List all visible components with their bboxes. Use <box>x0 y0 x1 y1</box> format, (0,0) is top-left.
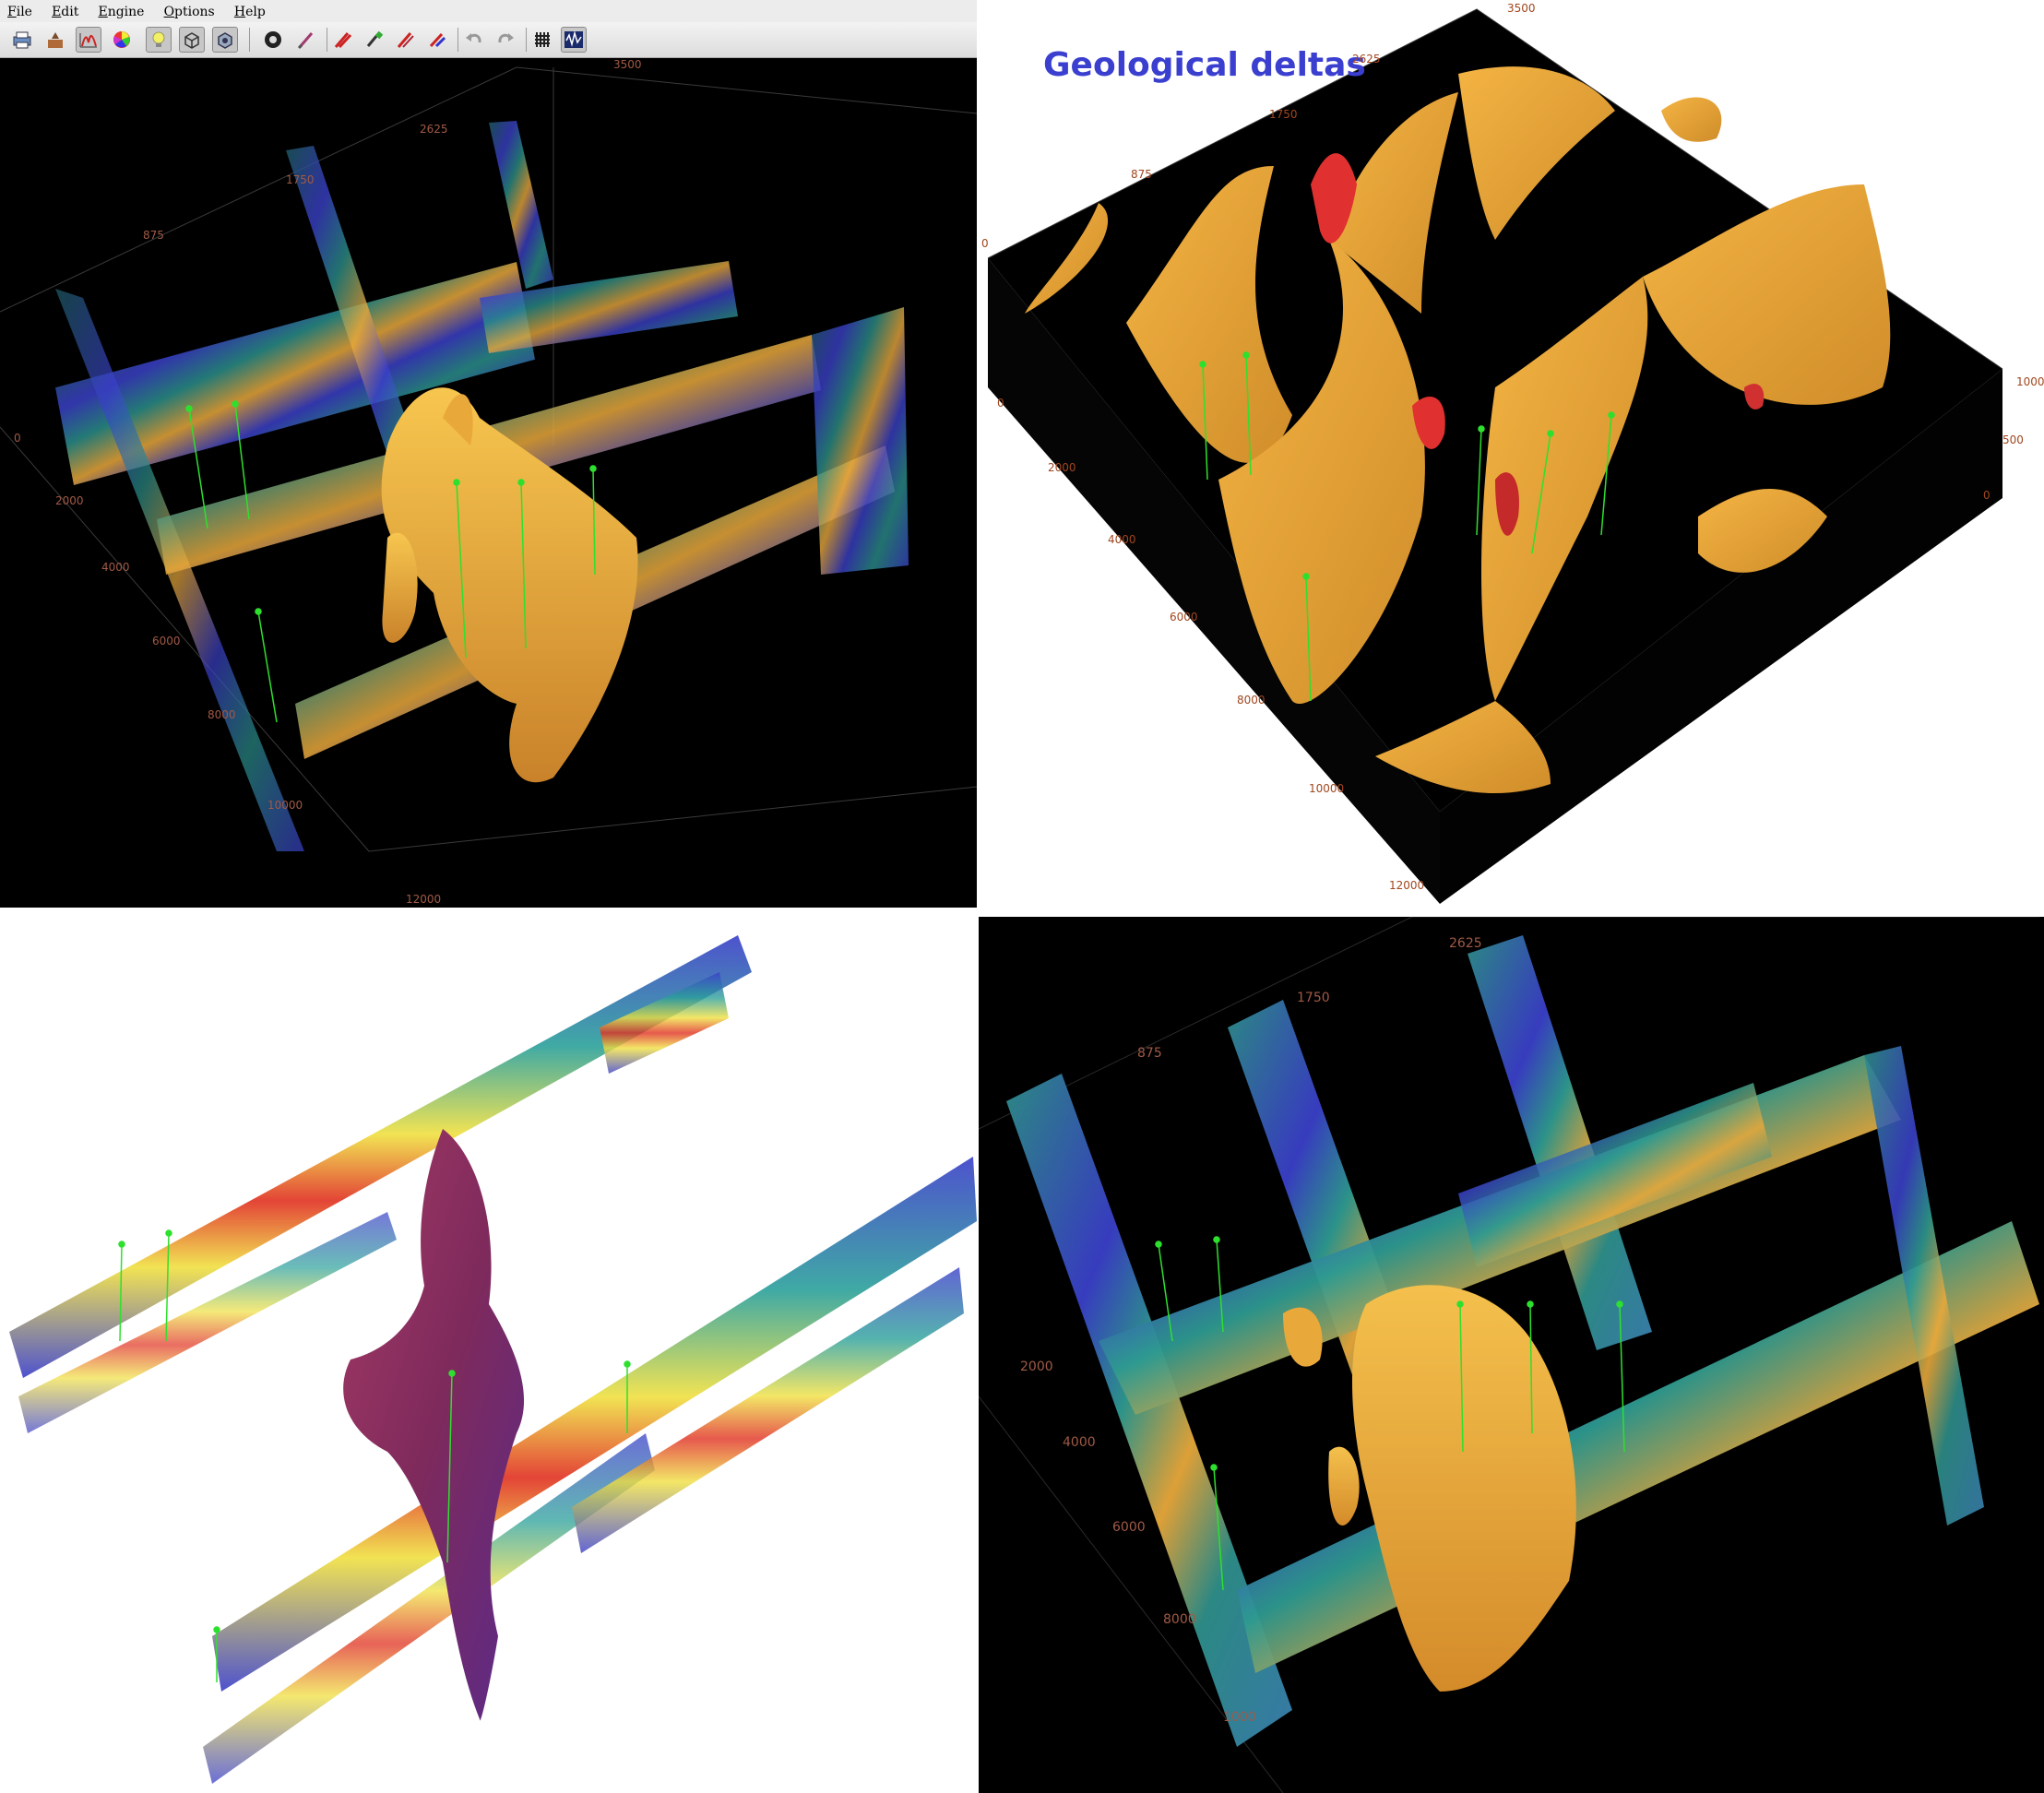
axis-label: 12000 <box>1389 879 1425 892</box>
print-button[interactable] <box>9 27 35 53</box>
eraser-button[interactable] <box>362 27 387 53</box>
axis-label: 1750 <box>1269 108 1298 121</box>
lightbulb-icon <box>152 31 165 47</box>
camera-button[interactable] <box>260 27 286 53</box>
axis-label: 4000 <box>1108 533 1136 546</box>
axis-label: 10000 <box>1309 782 1345 795</box>
axis-label: 8000 <box>1237 694 1266 707</box>
axis-label: 1750 <box>286 173 315 186</box>
pencil-pair-button[interactable] <box>393 27 419 53</box>
fence-volume-render <box>979 917 2039 1793</box>
axis-label: 2625 <box>1352 53 1381 65</box>
camera-lens-icon <box>265 31 281 48</box>
color-wheel-icon <box>113 31 130 48</box>
brush-icon <box>297 32 314 50</box>
bounding-box-button[interactable] <box>179 27 205 53</box>
brush-button[interactable] <box>293 27 319 53</box>
light-button[interactable] <box>146 27 172 53</box>
deltas-volume-render <box>987 8 2003 904</box>
pencil-button[interactable] <box>330 27 356 53</box>
axis-label: 500 <box>2002 433 2024 446</box>
import-button[interactable] <box>42 27 68 53</box>
settings-cube-icon <box>218 32 232 49</box>
axis-label: 8000 <box>1163 1612 1196 1627</box>
grid-button[interactable] <box>529 27 555 53</box>
axis-label: 0 <box>14 432 21 445</box>
axis-label: 875 <box>1131 168 1152 181</box>
axis-label: 8000 <box>208 708 236 721</box>
axis-label: 2000 <box>1048 461 1076 474</box>
toolbar-separator <box>249 28 250 52</box>
axis-label: 6000 <box>1112 1520 1146 1535</box>
magnet-icon <box>429 32 446 48</box>
import-icon <box>48 32 63 48</box>
axis-label: 875 <box>1137 1046 1162 1061</box>
panel-title: Geological deltas <box>1043 46 1366 84</box>
redo-button[interactable] <box>493 27 518 53</box>
axis-label: 6000 <box>1170 611 1198 623</box>
redo-icon <box>498 33 514 43</box>
geobody-slices-render <box>9 935 977 1784</box>
axis-label: 1000 <box>1223 1710 1256 1725</box>
undo-icon <box>466 33 481 43</box>
menu-bar: File Edit Engine Options Help <box>0 0 977 23</box>
axis-label: 4000 <box>1063 1435 1096 1450</box>
axis-label: 2000 <box>1020 1360 1053 1374</box>
axis-label: 3500 <box>1507 2 1536 15</box>
pencil-red-icon <box>334 32 352 49</box>
geobody-render <box>0 917 977 1793</box>
axis-label: 0 <box>1983 489 1991 502</box>
axis-label: 4000 <box>101 561 130 574</box>
axis-label: 0 <box>997 397 1004 410</box>
menu-file[interactable]: File <box>7 5 32 19</box>
axis-label: 10000 <box>267 799 303 812</box>
3d-viewport[interactable]: 3500 2625 1750 875 0 2000 4000 6000 8000… <box>0 58 977 908</box>
color-wheel-button[interactable] <box>109 27 135 53</box>
axis-label: 1750 <box>1297 991 1330 1005</box>
geological-deltas-render: Geological deltas 3500 2625 1750 875 0 0… <box>979 0 2044 908</box>
axis-label: 3500 <box>613 58 642 71</box>
print-icon <box>13 31 31 49</box>
axis-label: 0 <box>981 237 989 250</box>
toolbar-separator <box>526 28 527 52</box>
seismic-slices-render <box>0 66 977 852</box>
histogram-button[interactable] <box>76 27 101 53</box>
menu-engine[interactable]: Engine <box>98 5 145 19</box>
axis-label: 12000 <box>406 893 442 906</box>
viewer-app-window: File Edit Engine Options Help <box>0 0 977 908</box>
cube-settings-button[interactable] <box>212 27 238 53</box>
grid-icon <box>535 32 550 47</box>
axis-label: 2000 <box>55 494 84 507</box>
axis-label: 2625 <box>1449 936 1482 951</box>
undo-button[interactable] <box>461 27 487 53</box>
menu-edit[interactable]: Edit <box>52 5 79 19</box>
axis-label: 875 <box>143 229 164 242</box>
histogram-icon <box>79 33 97 48</box>
menu-options[interactable]: Options <box>163 5 215 19</box>
waveform-button[interactable] <box>561 27 587 53</box>
toolbar <box>0 22 977 58</box>
pencil-pair-icon <box>397 32 414 48</box>
waveform-icon <box>564 30 583 48</box>
menu-help[interactable]: Help <box>233 5 266 19</box>
seismic-fence-render: 2625 1750 875 2000 4000 6000 8000 1000 <box>979 917 2044 1793</box>
magnet-button[interactable] <box>424 27 450 53</box>
box-icon <box>184 32 199 49</box>
axis-label: 2625 <box>420 123 448 136</box>
axis-label: 1000 <box>2016 375 2044 388</box>
eraser-icon <box>366 30 384 47</box>
axis-label: 6000 <box>152 635 181 647</box>
